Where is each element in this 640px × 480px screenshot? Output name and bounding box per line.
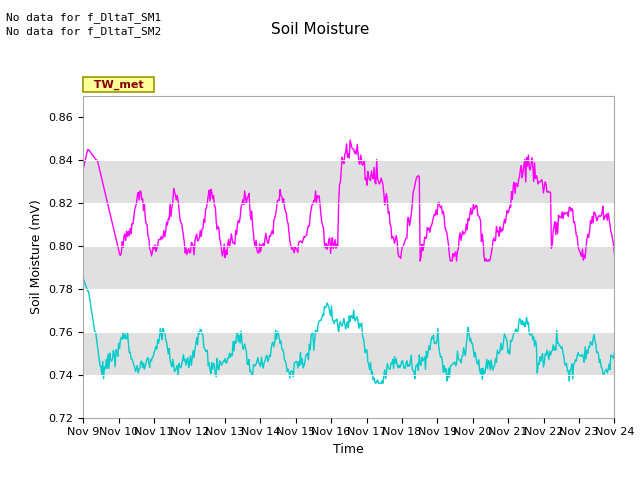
Text: TW_met: TW_met [86, 79, 151, 90]
Text: Soil Moisture: Soil Moisture [271, 22, 369, 36]
Y-axis label: Soil Moisture (mV): Soil Moisture (mV) [30, 199, 43, 314]
Bar [83, 160, 614, 203]
X-axis label: Time: Time [333, 443, 364, 456]
Bar [83, 246, 614, 289]
Text: No data for f_DltaT_SM1: No data for f_DltaT_SM1 [6, 12, 162, 23]
Bar [83, 332, 614, 375]
Text: No data for f_DltaT_SM2: No data for f_DltaT_SM2 [6, 26, 162, 37]
